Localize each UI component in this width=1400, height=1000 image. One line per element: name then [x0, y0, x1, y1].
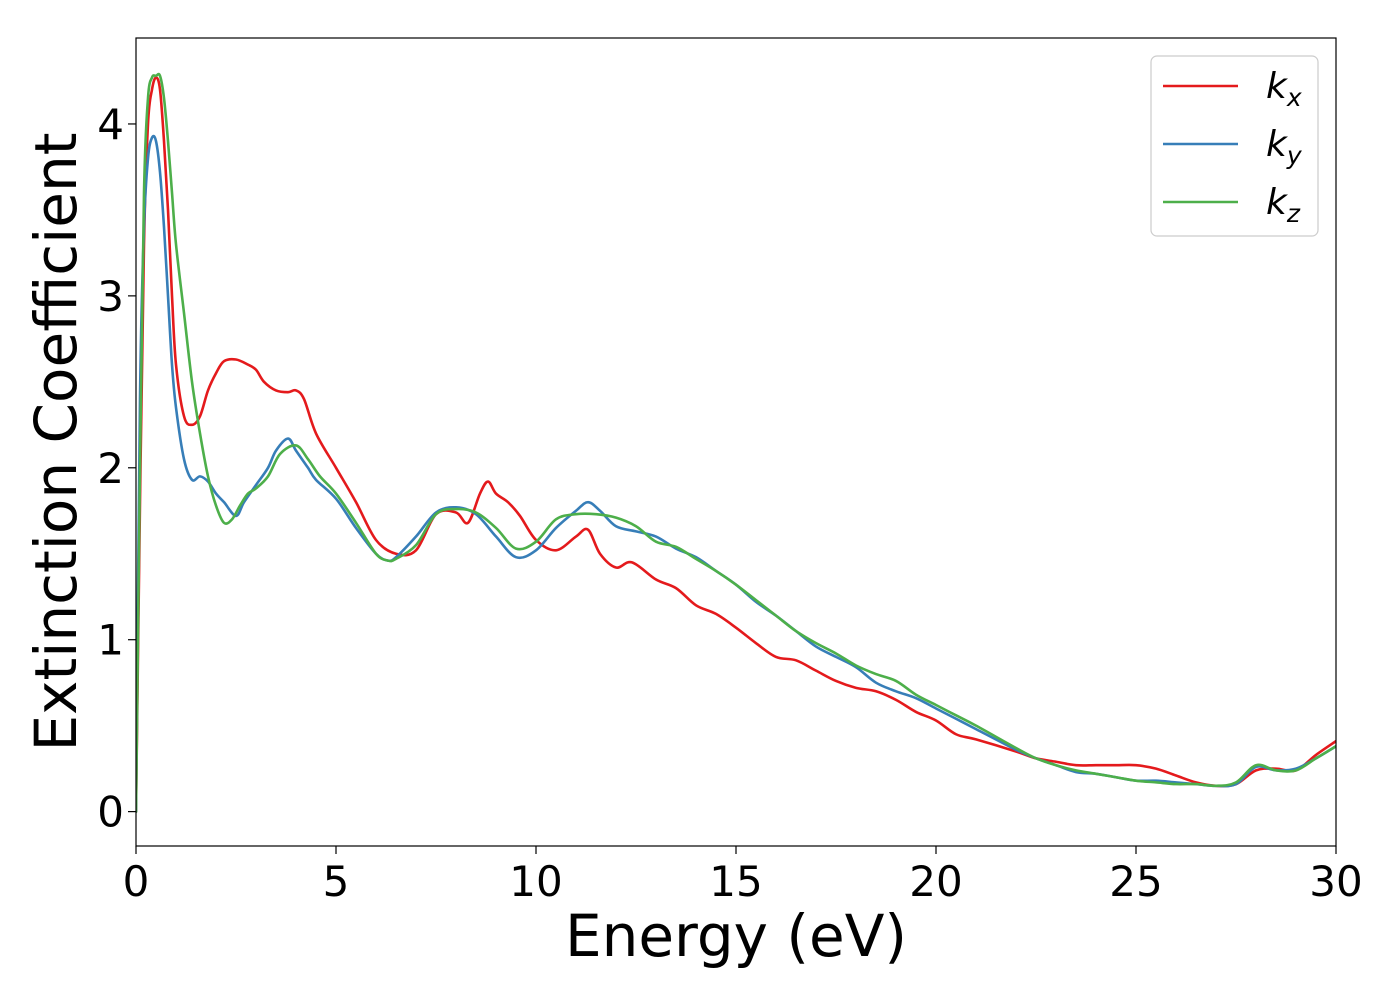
y-tick-label: 2: [97, 444, 124, 493]
legend-frame: [1150, 55, 1319, 237]
series-line-x: [136, 76, 1336, 813]
x-tick-label: 30: [1309, 857, 1362, 906]
legend-label-y: ky: [1266, 124, 1303, 170]
legend-label-x: kx: [1266, 66, 1302, 112]
x-tick-label: 20: [909, 857, 962, 906]
y-tick-label: 0: [97, 788, 124, 837]
y-tick-label: 4: [97, 100, 124, 149]
y-tick-label: 3: [97, 272, 124, 321]
x-tick-label: 10: [509, 857, 562, 906]
series-line-z: [136, 72, 1336, 813]
series-layer: [136, 72, 1336, 813]
x-axis-title: Energy (eV): [565, 902, 907, 970]
x-tick-label: 0: [123, 857, 150, 906]
y-axis: 0 1 2 3 4: [97, 100, 136, 837]
legend-label-z: kz: [1266, 182, 1301, 228]
x-tick-label: 5: [323, 857, 350, 906]
x-tick-label: 25: [1109, 857, 1162, 906]
y-axis-title: Extinction Coefficient: [22, 133, 90, 752]
x-tick-label: 15: [709, 857, 762, 906]
x-axis: 0 5 10 15 20 25 30: [123, 846, 1363, 906]
legend: kx ky kz: [1150, 55, 1319, 237]
y-tick-label: 1: [97, 616, 124, 665]
series-line-y: [136, 134, 1336, 813]
